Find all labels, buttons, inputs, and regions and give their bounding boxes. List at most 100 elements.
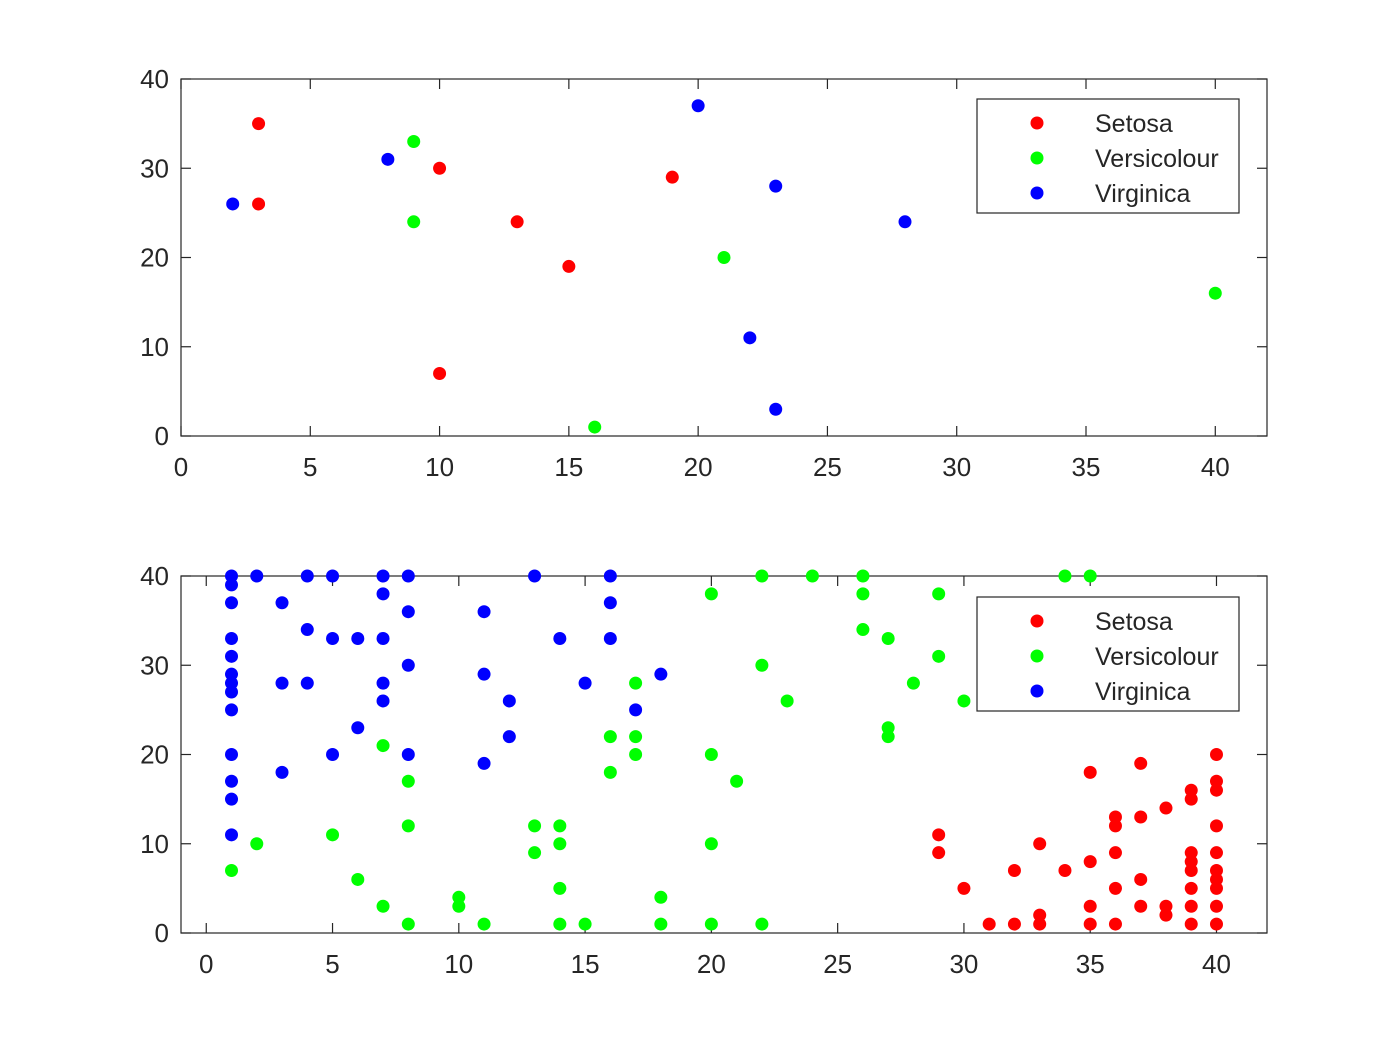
data-point-versicolour bbox=[376, 739, 390, 753]
data-point-versicolour bbox=[629, 676, 643, 690]
data-point-virginica bbox=[502, 730, 516, 744]
data-point-versicolour bbox=[755, 658, 769, 672]
data-point-versicolour bbox=[730, 774, 744, 788]
y-tick-label: 10 bbox=[140, 829, 169, 859]
data-point-virginica bbox=[300, 623, 314, 637]
data-point-setosa bbox=[1209, 899, 1223, 913]
data-point-virginica bbox=[326, 631, 340, 645]
data-point-setosa bbox=[957, 881, 971, 895]
data-point-versicolour bbox=[881, 721, 895, 735]
legend-marker-versicolour bbox=[1030, 151, 1044, 165]
data-point-versicolour bbox=[704, 917, 718, 931]
data-point-setosa bbox=[1134, 899, 1148, 913]
x-tick-label: 15 bbox=[571, 949, 600, 979]
data-point-virginica bbox=[225, 792, 239, 806]
x-tick-label: 5 bbox=[303, 452, 317, 482]
data-point-setosa bbox=[982, 917, 996, 931]
data-point-virginica bbox=[769, 402, 783, 416]
data-point-versicolour bbox=[528, 819, 542, 833]
data-point-virginica bbox=[351, 721, 365, 735]
data-point-setosa bbox=[1184, 917, 1198, 931]
data-point-setosa bbox=[1209, 774, 1223, 788]
data-point-setosa bbox=[1209, 819, 1223, 833]
data-point-virginica bbox=[401, 605, 415, 619]
data-point-virginica bbox=[326, 748, 340, 761]
data-point-versicolour bbox=[856, 587, 870, 601]
data-point-versicolour bbox=[401, 819, 415, 833]
data-point-setosa bbox=[1209, 881, 1223, 895]
data-point-versicolour bbox=[629, 748, 643, 761]
data-point-versicolour bbox=[881, 730, 895, 744]
legend-marker-virginica bbox=[1030, 684, 1044, 698]
data-point-setosa bbox=[252, 117, 266, 131]
series-versicolour bbox=[225, 569, 1097, 931]
data-point-setosa bbox=[932, 846, 946, 860]
data-point-virginica bbox=[225, 685, 239, 699]
data-point-virginica bbox=[275, 676, 289, 690]
data-point-versicolour bbox=[407, 215, 421, 229]
data-point-versicolour bbox=[704, 748, 718, 761]
data-point-versicolour bbox=[553, 837, 567, 851]
data-point-versicolour bbox=[932, 649, 946, 663]
data-point-setosa bbox=[1209, 864, 1223, 878]
data-point-virginica bbox=[603, 596, 617, 610]
data-point-virginica bbox=[528, 569, 542, 583]
data-point-virginica bbox=[225, 828, 239, 842]
data-point-virginica bbox=[376, 587, 390, 601]
data-point-setosa bbox=[1083, 855, 1097, 869]
legend-marker-virginica bbox=[1030, 186, 1044, 200]
data-point-versicolour bbox=[553, 881, 567, 895]
data-point-versicolour bbox=[1208, 286, 1222, 300]
data-point-versicolour bbox=[553, 917, 567, 931]
data-point-versicolour bbox=[654, 917, 668, 931]
data-point-virginica bbox=[629, 703, 643, 717]
data-point-versicolour bbox=[881, 631, 895, 645]
series-setosa bbox=[252, 117, 679, 381]
data-point-setosa bbox=[1058, 864, 1072, 878]
data-point-virginica bbox=[769, 179, 783, 193]
data-point-versicolour bbox=[578, 917, 592, 931]
x-tick-label: 25 bbox=[823, 949, 852, 979]
data-point-virginica bbox=[477, 667, 491, 681]
data-point-versicolour bbox=[407, 134, 421, 148]
data-point-setosa bbox=[1184, 846, 1198, 860]
data-point-virginica bbox=[898, 215, 912, 229]
data-point-virginica bbox=[225, 578, 239, 592]
data-point-virginica bbox=[275, 596, 289, 610]
data-point-versicolour bbox=[957, 694, 971, 708]
data-point-setosa bbox=[932, 828, 946, 842]
x-tick-label: 35 bbox=[1072, 452, 1101, 482]
data-point-virginica bbox=[275, 765, 289, 779]
data-point-virginica bbox=[401, 569, 415, 583]
y-tick-label: 20 bbox=[140, 740, 169, 770]
series-virginica bbox=[225, 569, 668, 842]
data-point-virginica bbox=[226, 197, 240, 211]
data-point-setosa bbox=[1209, 872, 1223, 886]
data-point-virginica bbox=[578, 676, 592, 690]
legend-marker-versicolour bbox=[1030, 649, 1044, 663]
data-point-setosa bbox=[1083, 899, 1097, 913]
legend-box bbox=[976, 98, 1240, 214]
data-point-versicolour bbox=[906, 676, 920, 690]
x-tick-label: 0 bbox=[199, 949, 213, 979]
y-tick-label: 30 bbox=[140, 650, 169, 680]
series-versicolour bbox=[407, 134, 1222, 434]
data-point-virginica bbox=[326, 569, 340, 583]
data-point-versicolour bbox=[588, 420, 602, 434]
data-point-versicolour bbox=[452, 899, 466, 913]
data-point-versicolour bbox=[856, 569, 870, 583]
data-point-versicolour bbox=[603, 765, 617, 779]
data-point-virginica bbox=[477, 756, 491, 770]
data-point-versicolour bbox=[654, 890, 668, 904]
data-point-setosa bbox=[1134, 810, 1148, 824]
data-point-versicolour bbox=[856, 623, 870, 637]
data-point-versicolour bbox=[932, 587, 946, 601]
legend-label-versicolour: Versicolour bbox=[1095, 643, 1219, 671]
data-point-versicolour bbox=[755, 569, 769, 583]
data-point-setosa bbox=[1033, 908, 1047, 922]
x-tick-label: 25 bbox=[813, 452, 842, 482]
x-tick-label: 30 bbox=[949, 949, 978, 979]
data-point-virginica bbox=[376, 569, 390, 583]
legend-marker-setosa bbox=[1030, 116, 1044, 130]
data-point-versicolour bbox=[553, 819, 567, 833]
